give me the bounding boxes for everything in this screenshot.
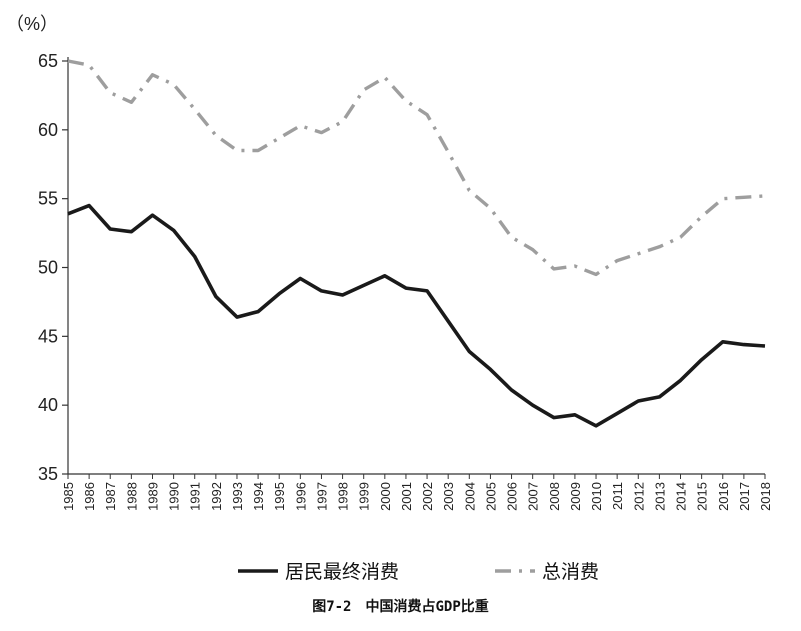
y-axis: 35 40 45 50 55 60 65 xyxy=(38,51,69,484)
x-tick-label: 1987 xyxy=(103,482,118,511)
series-line-total-consumption xyxy=(67,59,766,277)
y-tick-label: 55 xyxy=(38,189,58,209)
x-tick-label: 1998 xyxy=(336,482,351,511)
x-tick-label: 2000 xyxy=(378,482,393,511)
x-tick-label: 1985 xyxy=(61,482,76,511)
x-tick-label: 2012 xyxy=(631,482,646,511)
x-tick-label: 2011 xyxy=(610,482,625,510)
x-tick-label: 1989 xyxy=(145,482,160,511)
x-tick-label: 2003 xyxy=(441,482,456,511)
x-tick-label: 1992 xyxy=(209,482,224,511)
x-tick-label: 1999 xyxy=(357,482,372,511)
y-tick-label: 35 xyxy=(38,464,58,484)
x-tick-label: 1997 xyxy=(314,482,329,511)
y-tick-label: 40 xyxy=(38,395,58,415)
x-tick-label: 2002 xyxy=(420,482,435,511)
x-tick-label: 1994 xyxy=(251,482,266,511)
legend-label-resident: 居民最终消费 xyxy=(285,561,399,583)
x-tick-label: 1990 xyxy=(167,482,182,511)
y-tick-label: 65 xyxy=(38,51,58,71)
x-tick-label: 2004 xyxy=(462,482,477,511)
x-tick-label: 2007 xyxy=(526,482,541,511)
x-tick-label: 2008 xyxy=(547,482,562,511)
x-tick-label: 1991 xyxy=(188,482,203,511)
legend: 居民最终消费 总消费 xyxy=(238,561,599,583)
x-axis: 1985 1986 1987 1988 1989 1990 1991 1992 1993 1994… xyxy=(61,473,773,511)
x-tick-label: 2015 xyxy=(695,482,710,511)
y-tick-label: 45 xyxy=(38,326,58,346)
x-tick-label: 2001 xyxy=(399,482,414,511)
y-tick-label: 50 xyxy=(38,258,58,278)
figure-caption: 图7-2 中国消费占GDP比重 xyxy=(312,599,489,615)
x-tick-label: 2010 xyxy=(589,482,604,511)
x-tick-label: 2006 xyxy=(505,482,520,511)
x-tick-label: 1996 xyxy=(293,482,308,511)
x-tick-label: 2005 xyxy=(483,482,498,511)
x-tick-label: 2016 xyxy=(716,482,731,511)
series-line-resident-consumption xyxy=(67,203,766,428)
y-axis-unit-label: （%） xyxy=(6,14,58,34)
plot-area xyxy=(67,59,766,428)
x-tick-label: 1995 xyxy=(272,482,287,511)
x-tick-label: 2018 xyxy=(758,482,773,511)
y-tick-label: 60 xyxy=(38,120,58,140)
x-tick-label: 1986 xyxy=(82,482,97,511)
x-tick-label: 2013 xyxy=(652,482,667,511)
x-tick-label: 1988 xyxy=(124,482,139,511)
legend-label-total: 总消费 xyxy=(542,561,599,583)
x-tick-label: 1993 xyxy=(230,482,245,511)
x-tick-label: 2009 xyxy=(568,482,583,511)
x-tick-label: 2017 xyxy=(737,482,752,511)
x-tick-label: 2014 xyxy=(674,482,689,511)
